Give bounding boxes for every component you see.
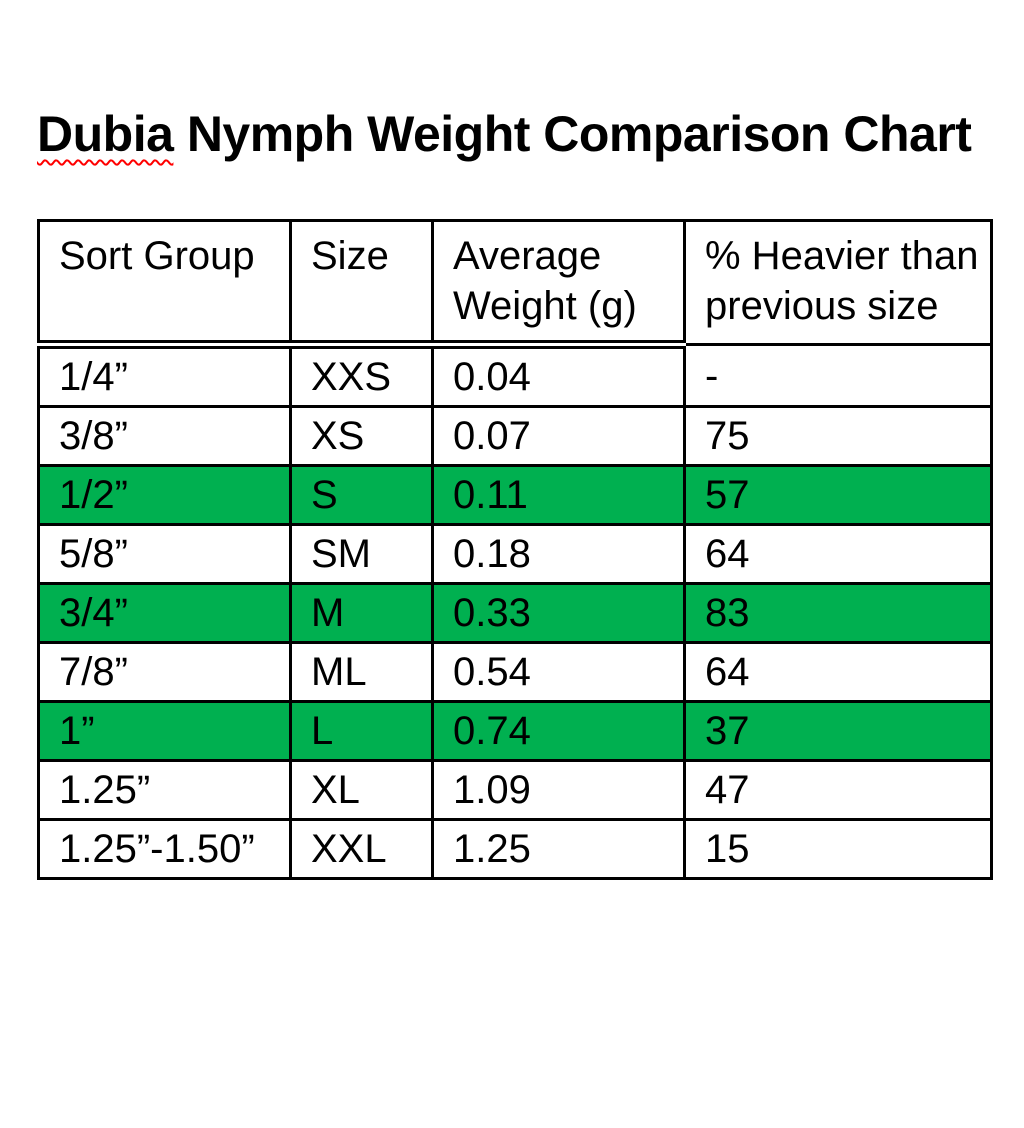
col-header-size: Size bbox=[289, 219, 434, 349]
title-rest: Nymph Weight Comparison Chart bbox=[186, 106, 972, 162]
cell-sort-group: 7/8” bbox=[37, 641, 292, 703]
cell-size: SM bbox=[289, 523, 434, 585]
table-body: 1/4” XXS 0.04 - 3/8” XS 0.07 75 1/2” S 0… bbox=[37, 343, 993, 880]
table-header: Sort Group Size Average Weight (g) % Hea… bbox=[37, 219, 993, 349]
cell-pct-heavier: 64 bbox=[683, 641, 993, 703]
cell-size: ML bbox=[289, 641, 434, 703]
cell-sort-group: 5/8” bbox=[37, 523, 292, 585]
cell-sort-group: 1/2” bbox=[37, 464, 292, 526]
table-row: 5/8” SM 0.18 64 bbox=[37, 523, 993, 585]
cell-avg-weight: 1.09 bbox=[431, 759, 686, 821]
cell-pct-heavier: 64 bbox=[683, 523, 993, 585]
cell-avg-weight: 0.74 bbox=[431, 700, 686, 762]
cell-avg-weight: 1.25 bbox=[431, 818, 686, 880]
cell-pct-heavier: 75 bbox=[683, 405, 993, 467]
table-row: 7/8” ML 0.54 64 bbox=[37, 641, 993, 703]
cell-pct-heavier: 57 bbox=[683, 464, 993, 526]
page-title: Dubia Nymph Weight Comparison Chart bbox=[37, 104, 1024, 164]
cell-pct-heavier: - bbox=[683, 343, 993, 408]
table-row: 3/8” XS 0.07 75 bbox=[37, 405, 993, 467]
cell-size: XXL bbox=[289, 818, 434, 880]
table-row: 1.25”-1.50” XXL 1.25 15 bbox=[37, 818, 993, 880]
cell-sort-group: 3/4” bbox=[37, 582, 292, 644]
cell-pct-heavier: 15 bbox=[683, 818, 993, 880]
col-header-average-weight: Average Weight (g) bbox=[431, 219, 686, 349]
cell-size: XXS bbox=[289, 343, 434, 408]
cell-sort-group: 1.25”-1.50” bbox=[37, 818, 292, 880]
header-row: Sort Group Size Average Weight (g) % Hea… bbox=[37, 219, 993, 349]
cell-sort-group: 3/8” bbox=[37, 405, 292, 467]
table-row: 3/4” M 0.33 83 bbox=[37, 582, 993, 644]
table-row: 1” L 0.74 37 bbox=[37, 700, 993, 762]
cell-avg-weight: 0.07 bbox=[431, 405, 686, 467]
table-row: 1/2” S 0.11 57 bbox=[37, 464, 993, 526]
cell-avg-weight: 0.11 bbox=[431, 464, 686, 526]
table-row: 1.25” XL 1.09 47 bbox=[37, 759, 993, 821]
cell-pct-heavier: 37 bbox=[683, 700, 993, 762]
col-header-pct-heavier: % Heavier than previous size bbox=[683, 219, 993, 346]
cell-avg-weight: 0.33 bbox=[431, 582, 686, 644]
cell-sort-group: 1/4” bbox=[37, 343, 292, 408]
title-word-dubia-misspelled: Dubia bbox=[37, 106, 174, 162]
cell-avg-weight: 0.54 bbox=[431, 641, 686, 703]
table-row: 1/4” XXS 0.04 - bbox=[37, 343, 993, 408]
cell-pct-heavier: 47 bbox=[683, 759, 993, 821]
cell-size: S bbox=[289, 464, 434, 526]
cell-size: M bbox=[289, 582, 434, 644]
cell-sort-group: 1.25” bbox=[37, 759, 292, 821]
cell-pct-heavier: 83 bbox=[683, 582, 993, 644]
cell-sort-group: 1” bbox=[37, 700, 292, 762]
cell-size: XS bbox=[289, 405, 434, 467]
cell-avg-weight: 0.18 bbox=[431, 523, 686, 585]
col-header-sort-group: Sort Group bbox=[37, 219, 292, 349]
cell-avg-weight: 0.04 bbox=[431, 343, 686, 408]
cell-size: L bbox=[289, 700, 434, 762]
cell-size: XL bbox=[289, 759, 434, 821]
weight-comparison-table: Sort Group Size Average Weight (g) % Hea… bbox=[37, 219, 993, 880]
